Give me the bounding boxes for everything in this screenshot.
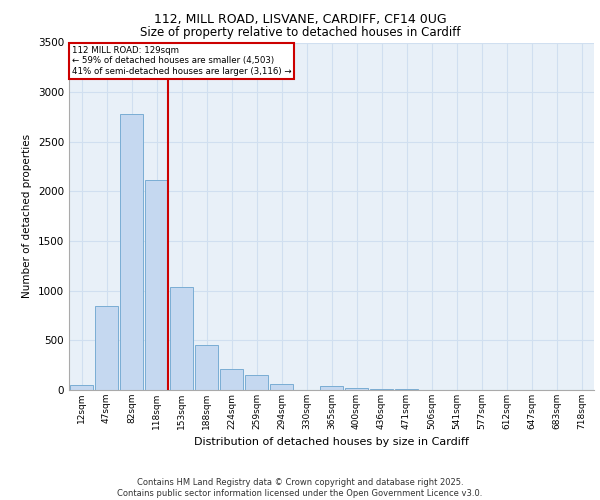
Y-axis label: Number of detached properties: Number of detached properties xyxy=(22,134,32,298)
Bar xyxy=(245,375,268,390)
Text: 112 MILL ROAD: 129sqm
← 59% of detached houses are smaller (4,503)
41% of semi-d: 112 MILL ROAD: 129sqm ← 59% of detached … xyxy=(71,46,291,76)
Bar xyxy=(345,388,368,390)
Bar xyxy=(320,386,343,390)
Bar xyxy=(120,114,143,390)
Bar xyxy=(70,384,93,390)
X-axis label: Distribution of detached houses by size in Cardiff: Distribution of detached houses by size … xyxy=(194,438,469,448)
Bar xyxy=(170,286,193,390)
Bar xyxy=(145,180,168,390)
Text: Size of property relative to detached houses in Cardiff: Size of property relative to detached ho… xyxy=(140,26,460,39)
Bar xyxy=(395,389,418,390)
Text: 112, MILL ROAD, LISVANE, CARDIFF, CF14 0UG: 112, MILL ROAD, LISVANE, CARDIFF, CF14 0… xyxy=(154,12,446,26)
Text: Contains HM Land Registry data © Crown copyright and database right 2025.
Contai: Contains HM Land Registry data © Crown c… xyxy=(118,478,482,498)
Bar xyxy=(270,384,293,390)
Bar xyxy=(95,306,118,390)
Bar xyxy=(195,345,218,390)
Bar xyxy=(220,369,243,390)
Bar xyxy=(370,388,393,390)
